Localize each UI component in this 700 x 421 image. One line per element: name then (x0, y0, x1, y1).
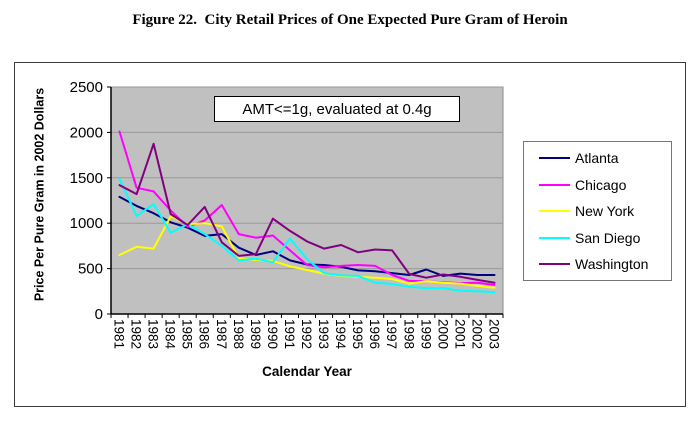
x-tick-label: 1997 (384, 319, 399, 349)
x-tick-label: 1982 (129, 319, 144, 349)
x-tick-label: 2003 (487, 319, 502, 349)
x-tick-label: 1992 (299, 319, 314, 349)
x-tick-label: 1988 (231, 319, 246, 349)
legend-item: Atlanta (524, 145, 671, 172)
x-tick-label: 1996 (367, 319, 382, 349)
figure-title: Figure 22. City Retail Prices of One Exp… (132, 12, 568, 28)
x-tick-label: 1984 (163, 319, 178, 350)
y-tick-label: 0 (95, 306, 103, 323)
x-tick-label: 2001 (452, 319, 467, 349)
legend-label: Washington (575, 256, 649, 273)
x-tick-label: 1994 (333, 319, 348, 350)
x-axis-title: Calendar Year (262, 364, 352, 379)
x-tick-label: 2000 (435, 319, 450, 349)
legend-label: San Diego (575, 229, 641, 246)
x-tick-label: 1987 (214, 319, 229, 349)
y-axis-title: Price Per Pure Gram in 2002 Dollars (32, 87, 47, 302)
y-tick-label: 2000 (70, 124, 103, 141)
x-tick-label: 1986 (197, 319, 212, 349)
annotation-box: AMT<=1g, evaluated at 0.4g (214, 96, 460, 122)
legend-line-swatch (539, 210, 570, 213)
annotation-text: AMT<=1g, evaluated at 0.4g (242, 100, 432, 118)
x-tick-label: 1985 (180, 319, 195, 349)
x-tick-label: 1991 (282, 319, 297, 349)
plot-svg: 0 500 1000 1500 2000 2500 1981 1982 1983 1984 1985… (70, 79, 504, 350)
x-tick-label: 2002 (469, 319, 484, 349)
x-tick-label: 1981 (112, 319, 127, 349)
legend-label: Chicago (575, 176, 627, 193)
y-tick-label: 1500 (70, 170, 103, 187)
legend-line-swatch (539, 236, 570, 239)
x-tick-label: 1995 (350, 319, 365, 349)
legend-label: Atlanta (575, 150, 619, 167)
x-tick-label: 1983 (146, 319, 161, 349)
chart-frame: 0 500 1000 1500 2000 2500 1981 1982 1983 1984 1985… (14, 62, 686, 407)
legend-line-swatch (539, 263, 570, 266)
legend-line-swatch (539, 157, 570, 160)
x-tick-label: 1989 (248, 319, 263, 349)
legend: Atlanta Chicago New York San Diego Washi… (523, 141, 672, 281)
x-tick-label: 1999 (418, 319, 433, 349)
legend-item: Chicago (524, 172, 671, 199)
legend-item: San Diego (524, 225, 671, 252)
washington-series-line (118, 142, 496, 284)
x-tick-label: 1998 (401, 319, 416, 349)
x-tick-label: 1990 (265, 319, 280, 349)
legend-item: New York (524, 198, 671, 225)
legend-line-swatch (539, 183, 570, 186)
x-tick-label: 1993 (316, 319, 331, 349)
legend-label: New York (575, 203, 635, 220)
legend-item: Washington (524, 251, 671, 278)
san-diego-series-line (118, 177, 496, 294)
y-tick-label: 2500 (70, 79, 103, 96)
y-tick-label: 500 (78, 261, 103, 278)
y-tick-label: 1000 (70, 215, 103, 232)
